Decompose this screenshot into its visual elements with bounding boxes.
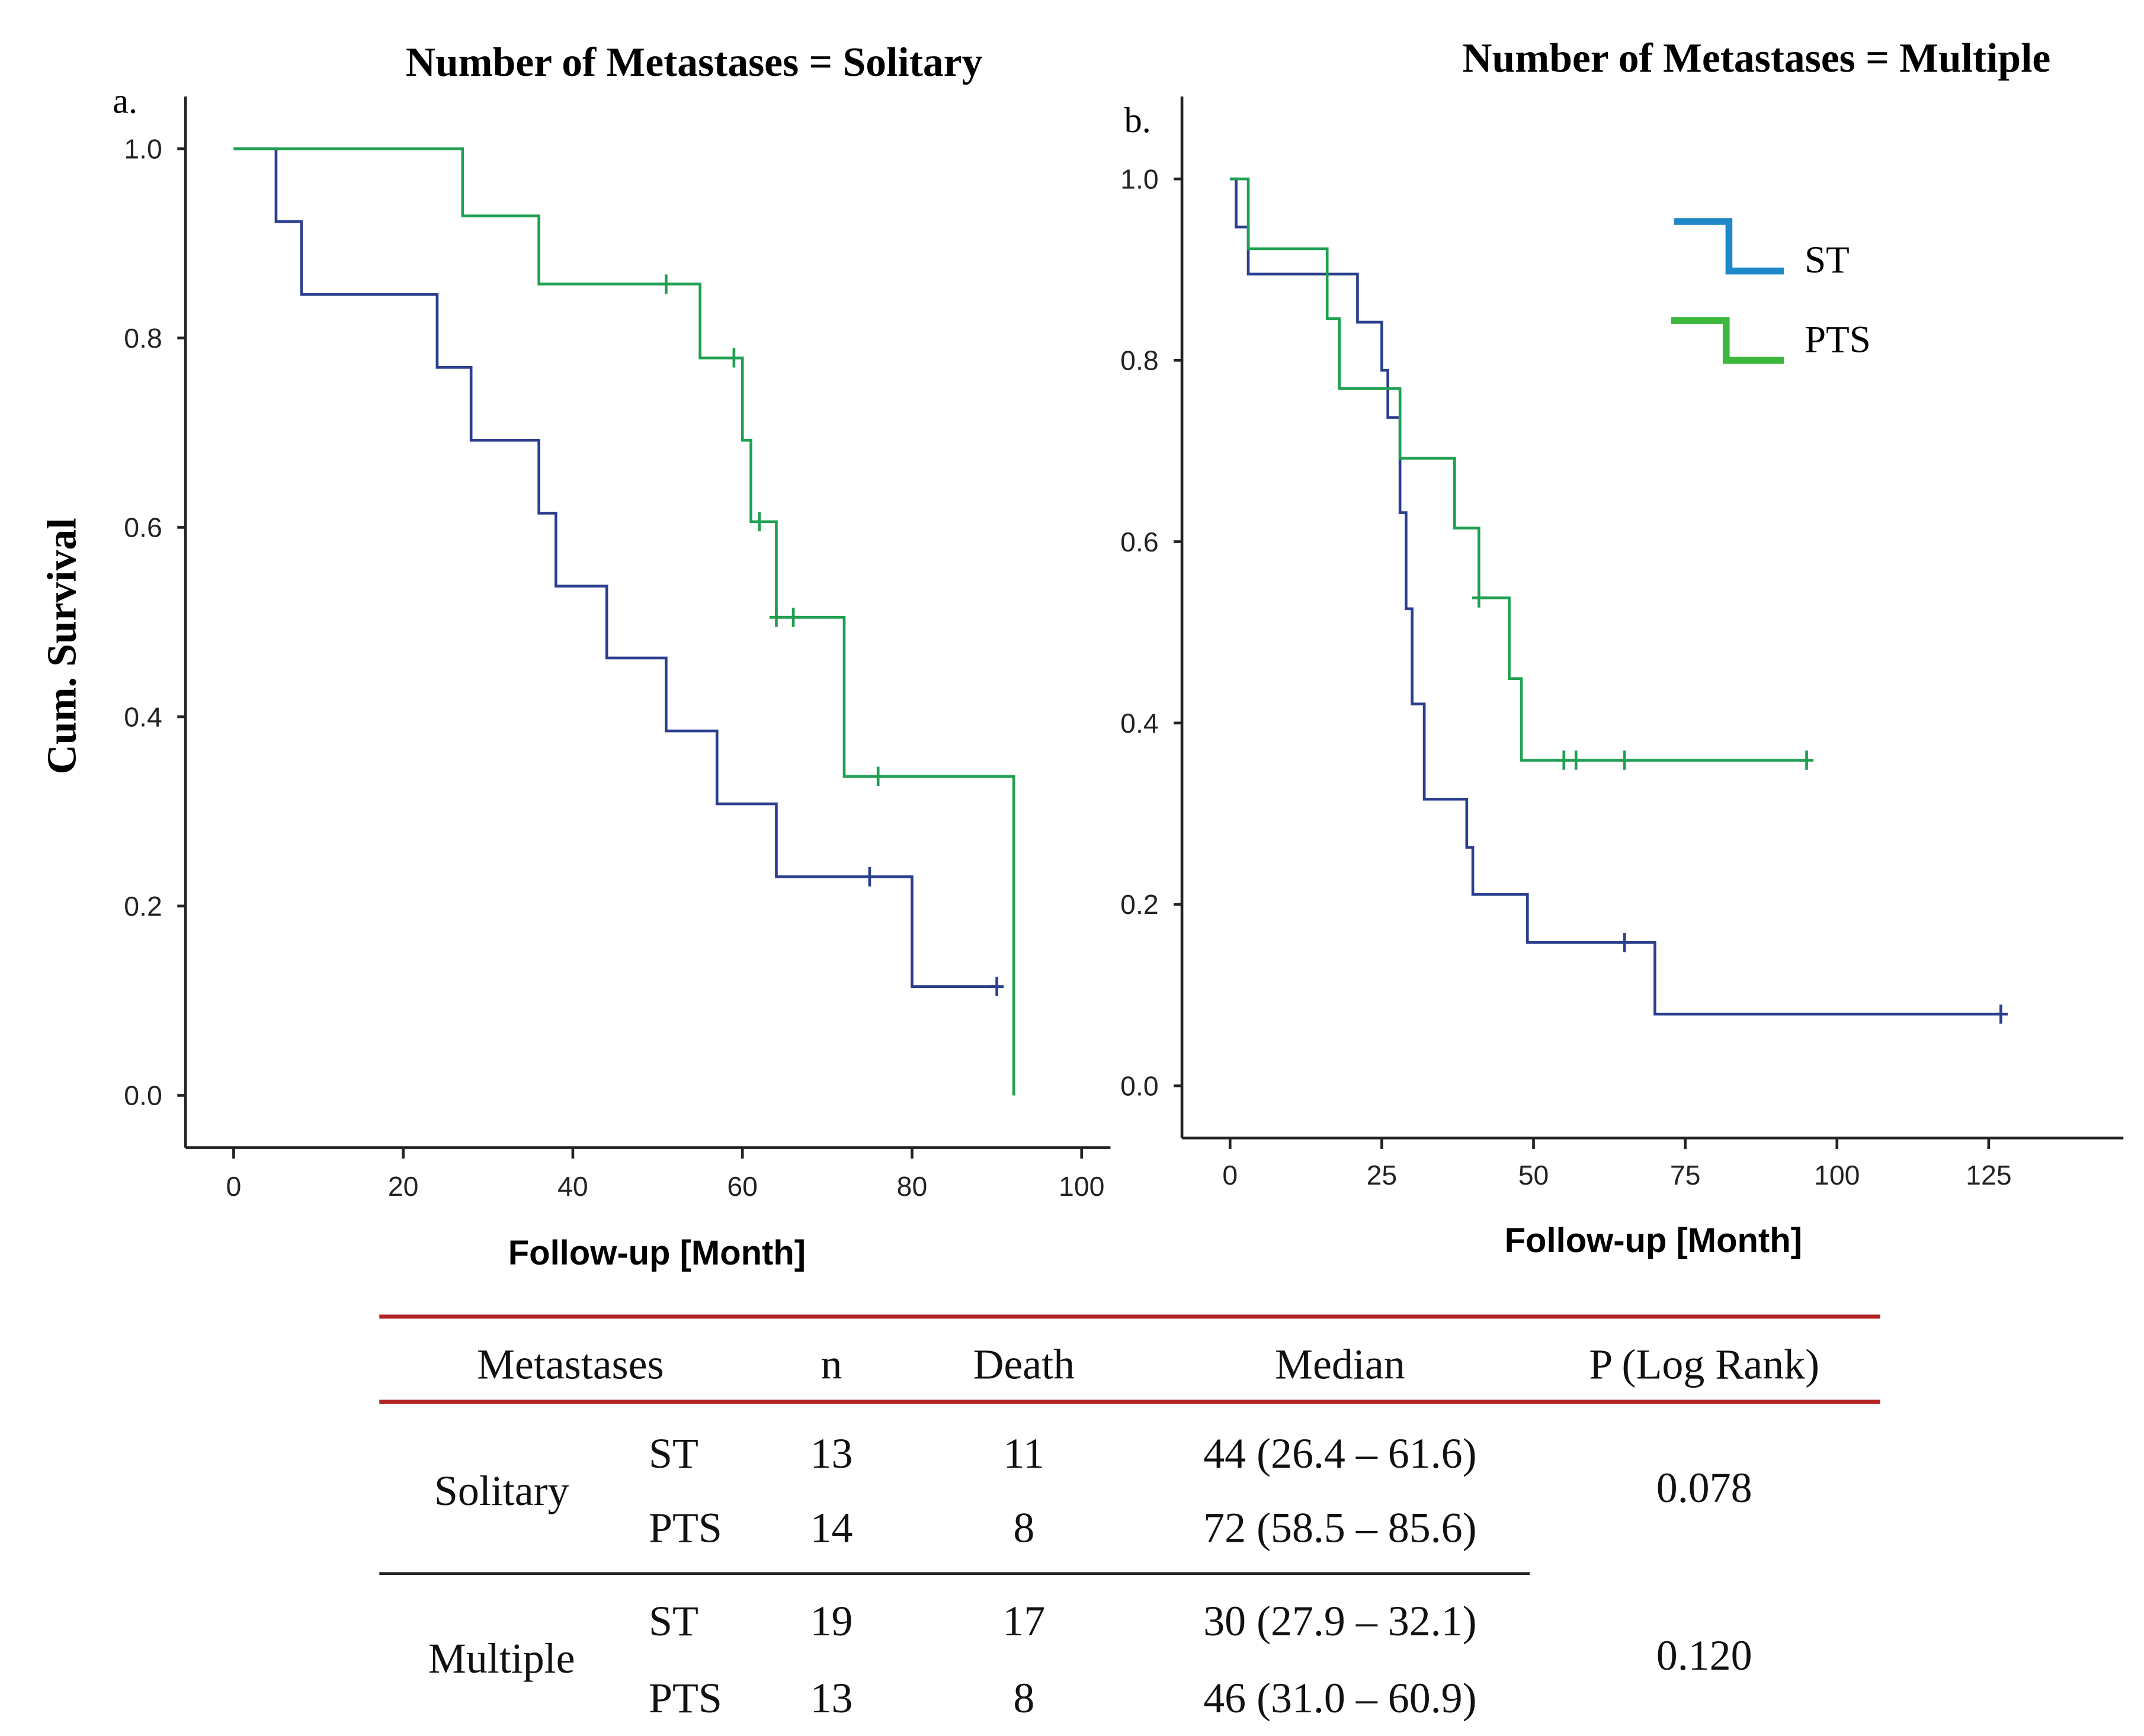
- summary-table: Metastases n Death Median P (Log Rank) S…: [379, 1314, 1880, 1722]
- panel-label: a.: [113, 82, 137, 121]
- death: 8: [1013, 1674, 1034, 1722]
- x-tick-label: 20: [388, 1171, 419, 1202]
- arm: ST: [649, 1430, 698, 1477]
- y-axis-label: Cum. Survival: [40, 518, 85, 774]
- x-tick-label: 40: [557, 1171, 588, 1202]
- death: 11: [1004, 1430, 1044, 1477]
- legend: ST PTS: [1671, 218, 1871, 364]
- x-tick-label: 80: [897, 1171, 928, 1202]
- x-tick-label: 125: [1966, 1160, 2011, 1191]
- censor-mark-st: [1994, 1005, 2008, 1024]
- survival-curve-st: [233, 147, 997, 988]
- legend-swatch-pts: [1671, 317, 1784, 364]
- death: 17: [1002, 1597, 1045, 1645]
- censor-mark-pts: [1569, 750, 1583, 770]
- x-tick-label: 0: [1222, 1160, 1238, 1191]
- table-group-multiple: Multiple 0.120 ST 19 17 30 (27.9 – 32.1)…: [428, 1597, 1752, 1722]
- table-row: PTS 14 8 72 (58.5 – 85.6): [649, 1504, 1477, 1551]
- censor-mark-pts: [752, 512, 767, 532]
- survival-curve-pts: [1230, 177, 1807, 762]
- x-tick-label: 100: [1059, 1171, 1104, 1202]
- y-tick-label: 0.0: [124, 1080, 162, 1111]
- table-row: ST 19 17 30 (27.9 – 32.1): [649, 1597, 1477, 1645]
- survival-curve-pts: [233, 147, 1015, 1096]
- censor-mark-pts: [1472, 588, 1486, 608]
- censor-mark-pts: [769, 608, 784, 627]
- y-tick-label: 0.4: [124, 701, 162, 732]
- x-axis-label: Follow-up [Month]: [508, 1234, 806, 1272]
- panel-label: b.: [1124, 101, 1151, 140]
- y-tick-label: 0.6: [124, 512, 162, 543]
- panel-b-multiple: Number of Metastases = Multiple b. Follo…: [1120, 36, 2124, 1260]
- arm: ST: [649, 1597, 698, 1645]
- death: 8: [1013, 1504, 1034, 1551]
- median: 44 (26.4 – 61.6): [1203, 1430, 1476, 1477]
- y-tick-label: 1.0: [1120, 163, 1158, 194]
- censor-mark-pts: [871, 766, 885, 787]
- table-header: Metastases n Death Median P (Log Rank): [477, 1340, 1819, 1388]
- n: 13: [810, 1674, 853, 1722]
- censor-mark-pts: [1557, 750, 1571, 770]
- median: 46 (31.0 – 60.9): [1203, 1674, 1476, 1722]
- y-tick-label: 0.2: [124, 891, 162, 922]
- y-tick-label: 0.4: [1120, 708, 1158, 739]
- table-row: PTS 13 8 46 (31.0 – 60.9): [649, 1674, 1477, 1722]
- legend-swatch-st: [1674, 218, 1784, 275]
- x-tick-label: 0: [226, 1171, 241, 1202]
- x-axis-label: Follow-up [Month]: [1505, 1222, 1802, 1260]
- y-tick-label: 0.6: [1120, 527, 1158, 557]
- y-tick-label: 0.8: [124, 323, 162, 354]
- table-header-cell: P (Log Rank): [1589, 1340, 1819, 1388]
- chart-title: Number of Metastases = Solitary: [406, 40, 983, 85]
- y-tick-label: 1.0: [124, 133, 162, 164]
- table-header-cell: n: [821, 1340, 842, 1388]
- x-tick-label: 60: [727, 1171, 758, 1202]
- table-group-solitary: Solitary 0.078 ST 13 11 44 (26.4 – 61.6)…: [434, 1430, 1752, 1551]
- arm: PTS: [649, 1674, 722, 1722]
- arm: PTS: [649, 1504, 722, 1551]
- median: 30 (27.9 – 32.1): [1203, 1597, 1476, 1645]
- table-header-cell: Median: [1275, 1340, 1405, 1388]
- censor-mark-pts: [1799, 750, 1814, 770]
- survival-curve-st: [1230, 177, 2001, 1016]
- censor-mark-st: [1617, 933, 1632, 952]
- censor-mark-pts: [659, 274, 673, 294]
- censor-mark-pts: [1617, 750, 1632, 770]
- censor-mark-pts: [786, 608, 800, 627]
- legend-label-pts: PTS: [1805, 318, 1871, 361]
- p-value: 0.120: [1656, 1632, 1752, 1679]
- table-header-cell: Death: [973, 1340, 1075, 1388]
- y-tick-label: 0.8: [1120, 345, 1158, 376]
- x-tick-label: 100: [1814, 1160, 1860, 1191]
- chart-title: Number of Metastases = Multiple: [1462, 36, 2050, 81]
- table-header-cell: Metastases: [477, 1340, 664, 1388]
- median: 72 (58.5 – 85.6): [1203, 1504, 1476, 1551]
- censor-mark-st: [990, 977, 1004, 996]
- n: 13: [810, 1430, 853, 1477]
- legend-label-st: ST: [1805, 239, 1850, 281]
- panel-a-solitary: Number of Metastases = Solitary a. Cum. …: [40, 40, 1111, 1272]
- group-label: Solitary: [434, 1467, 569, 1514]
- censor-mark-pts: [727, 348, 741, 368]
- group-label: Multiple: [428, 1635, 575, 1682]
- y-tick-label: 0.2: [1120, 889, 1158, 920]
- x-tick-label: 75: [1670, 1160, 1701, 1191]
- x-tick-label: 50: [1518, 1160, 1549, 1191]
- table-row: ST 13 11 44 (26.4 – 61.6): [649, 1430, 1477, 1477]
- censor-mark-st: [863, 867, 877, 887]
- n: 14: [810, 1504, 853, 1551]
- p-value: 0.078: [1656, 1464, 1752, 1512]
- x-tick-label: 25: [1367, 1160, 1398, 1191]
- y-tick-label: 0.0: [1120, 1070, 1158, 1101]
- n: 19: [810, 1597, 853, 1645]
